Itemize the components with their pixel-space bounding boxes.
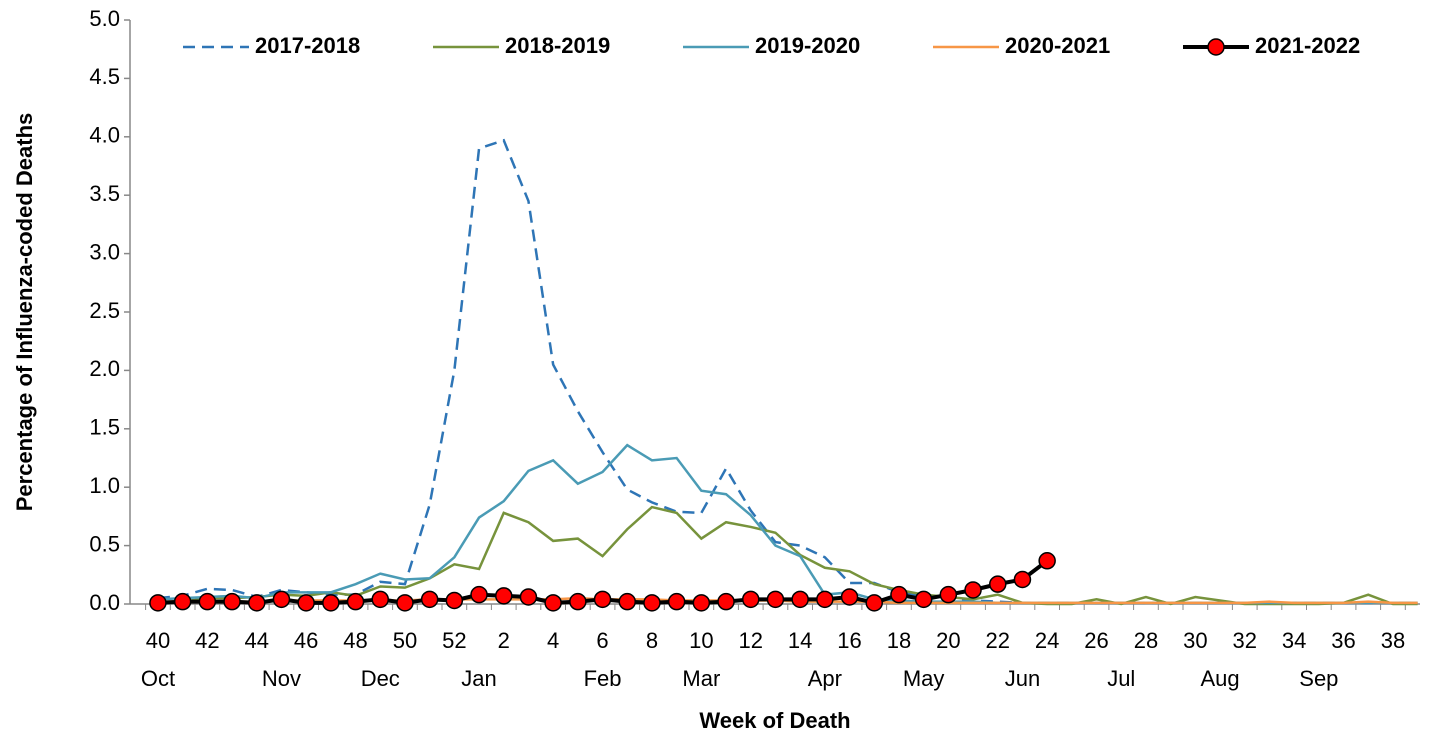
series-marker (989, 575, 1007, 593)
x-tick-label: 52 (442, 628, 466, 653)
y-tick-label: 1.5 (89, 415, 120, 440)
series-marker (1038, 552, 1056, 570)
month-label: Feb (584, 666, 622, 691)
x-tick-label: 50 (393, 628, 417, 653)
series-marker (692, 594, 711, 612)
y-tick-label: 2.5 (89, 298, 120, 323)
y-tick-label: 3.5 (89, 181, 120, 206)
series-marker (890, 585, 908, 604)
month-label: Nov (262, 666, 301, 691)
series-marker (593, 590, 612, 609)
series-marker (495, 587, 513, 605)
series-marker (840, 588, 859, 606)
series-marker (791, 590, 809, 609)
x-tick-label: 32 (1233, 628, 1257, 653)
series-marker (248, 594, 266, 612)
x-tick-label: 40 (146, 628, 170, 653)
x-tick-label: 42 (195, 628, 219, 653)
x-axis-title: Week of Death (699, 708, 850, 733)
series-marker (939, 585, 958, 604)
x-tick-label: 30 (1183, 628, 1207, 653)
x-tick-label: 4 (547, 628, 559, 653)
month-label: Jan (461, 666, 496, 691)
series-marker (742, 590, 760, 609)
x-tick-label: 48 (343, 628, 367, 653)
x-tick-label: 8 (646, 628, 658, 653)
y-tick-label: 0.5 (89, 531, 120, 556)
series-marker (1013, 570, 1032, 589)
month-label: Dec (361, 666, 400, 691)
series-marker (322, 594, 340, 612)
legend-label: 2021-2022 (1255, 33, 1360, 58)
series-marker (643, 594, 661, 612)
x-tick-label: 26 (1084, 628, 1108, 653)
series-marker (346, 592, 365, 611)
series-marker (865, 594, 883, 612)
series-marker (297, 594, 315, 612)
x-tick-label: 6 (596, 628, 608, 653)
month-label: Oct (141, 666, 175, 691)
y-tick-label: 1.0 (89, 473, 120, 498)
x-tick-label: 28 (1134, 628, 1158, 653)
series-marker (569, 592, 587, 611)
series-marker (149, 594, 167, 612)
x-tick-label: 34 (1282, 628, 1306, 653)
series-line (157, 138, 1418, 605)
series-marker (914, 590, 933, 609)
x-tick-label: 18 (887, 628, 911, 653)
series-marker (198, 592, 217, 611)
x-tick-label: 22 (986, 628, 1010, 653)
x-tick-label: 10 (689, 628, 713, 653)
series-line (157, 443, 1418, 605)
series-marker (964, 581, 982, 599)
x-tick-label: 14 (788, 628, 812, 653)
series-marker (420, 590, 439, 609)
x-tick-label: 38 (1381, 628, 1405, 653)
x-tick-label: 20 (936, 628, 960, 653)
y-axis-title: Percentage of Influenza-coded Deaths (12, 113, 37, 512)
series-marker (223, 592, 241, 611)
month-label: Jun (1005, 666, 1040, 691)
x-tick-label: 44 (245, 628, 269, 653)
y-tick-label: 2.0 (89, 356, 120, 381)
x-tick-label: 12 (739, 628, 763, 653)
month-label: Apr (808, 666, 842, 691)
series-marker (470, 585, 488, 604)
series-marker (667, 592, 686, 611)
x-tick-label: 24 (1035, 628, 1059, 653)
series-marker (371, 590, 389, 609)
series-marker (766, 590, 785, 609)
month-label: Jul (1107, 666, 1135, 691)
month-label: Sep (1299, 666, 1338, 691)
y-tick-label: 5.0 (89, 6, 120, 31)
series-marker (544, 594, 562, 612)
series-marker (618, 592, 636, 611)
y-tick-label: 0.0 (89, 590, 120, 615)
legend-marker (1207, 38, 1225, 56)
month-label: Mar (682, 666, 720, 691)
y-tick-label: 4.5 (89, 64, 120, 89)
series-marker (396, 594, 414, 612)
series-marker (816, 590, 834, 609)
series-marker (519, 588, 538, 606)
legend-label: 2019-2020 (755, 33, 860, 58)
legend-label: 2017-2018 (255, 33, 360, 58)
series-marker (445, 591, 464, 610)
legend-label: 2020-2021 (1005, 33, 1110, 58)
y-tick-label: 3.0 (89, 239, 120, 264)
series-marker (717, 592, 735, 611)
x-tick-label: 36 (1331, 628, 1355, 653)
x-tick-label: 2 (498, 628, 510, 653)
y-tick-label: 4.0 (89, 123, 120, 148)
legend-label: 2018-2019 (505, 33, 610, 58)
series-marker (272, 590, 291, 609)
series-marker (173, 592, 192, 611)
x-tick-label: 46 (294, 628, 318, 653)
x-tick-label: 16 (837, 628, 861, 653)
series-line (157, 505, 1418, 606)
month-label: May (903, 666, 945, 691)
month-label: Aug (1200, 666, 1239, 691)
